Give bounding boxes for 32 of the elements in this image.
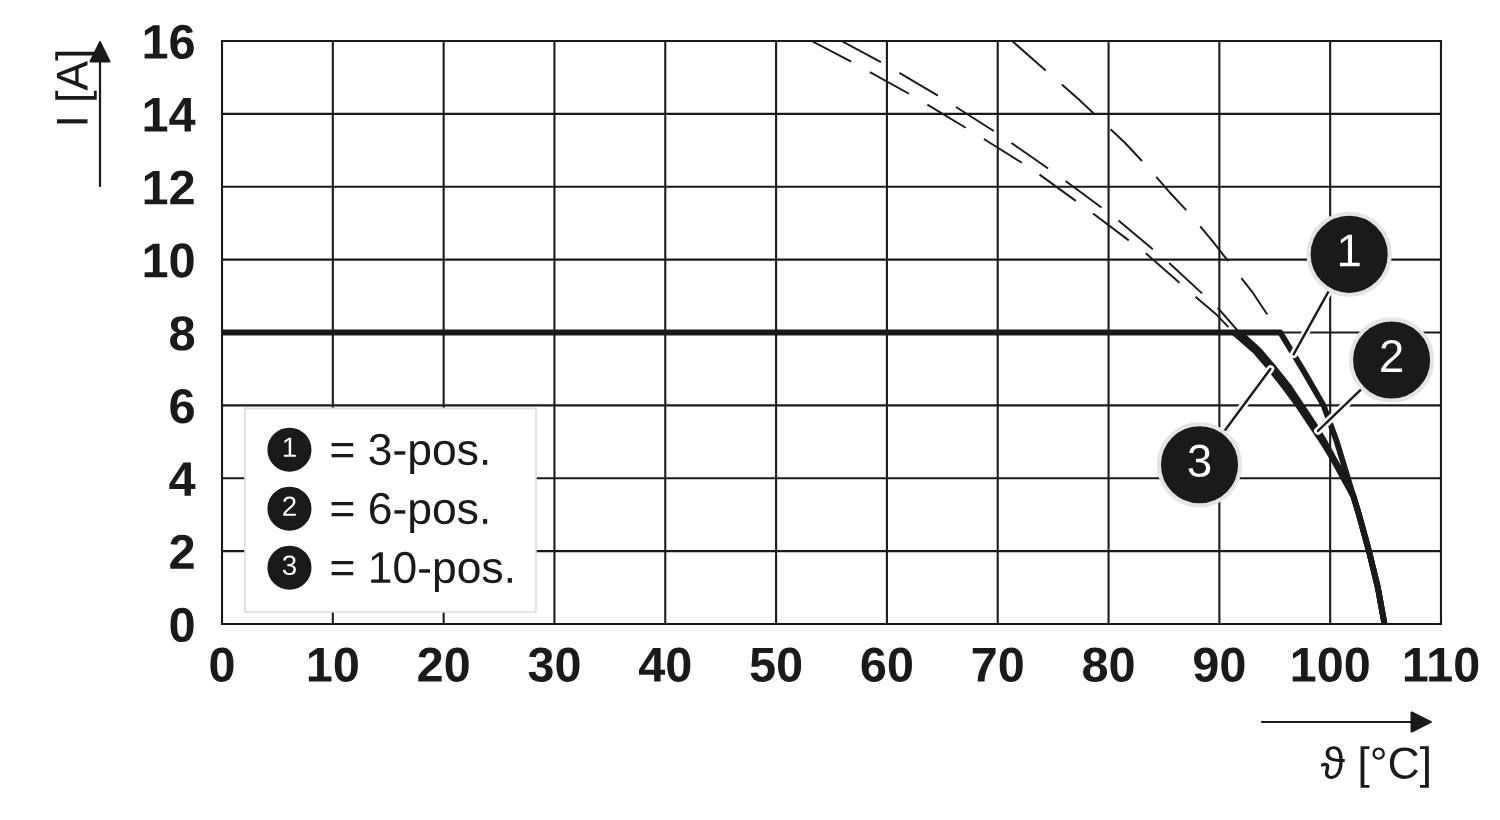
text: 3 [282, 555, 296, 576]
x-tick-label: 40 [638, 647, 691, 682]
x-tick-label: 30 [528, 647, 580, 682]
text: 2 [283, 496, 296, 516]
x-tick-label: 110 [1404, 647, 1479, 682]
y-tick-label: 6 [170, 389, 194, 424]
x-tick-label: 60 [861, 647, 912, 682]
y-tick-label: 0 [170, 607, 194, 643]
legend-label: = 10-pos. [331, 551, 512, 592]
y-tick-label: 12 [144, 170, 194, 205]
x-tick-label: 0 [210, 647, 234, 682]
annotation: 1 [1339, 234, 1360, 267]
x-tick-label: 10 [308, 647, 358, 682]
x-tick-label: 50 [750, 647, 802, 682]
y-axis-title: I [A] [55, 51, 97, 124]
y-tick-label: 2 [170, 534, 194, 569]
legend-label: = 6-pos. [331, 492, 488, 533]
annotation: 3 [1188, 444, 1211, 478]
legend-label: = 3-pos. [331, 433, 488, 474]
y-tick-label: 10 [144, 243, 194, 278]
y-tick-label: 8 [170, 316, 195, 351]
x-tick-label: 20 [418, 647, 469, 682]
y-tick-label: 16 [144, 24, 194, 60]
y-tick-label: 14 [144, 98, 196, 132]
x-tick-label: 80 [1083, 647, 1134, 682]
annotation: 2 [1381, 339, 1403, 372]
y-tick-label: 4 [169, 462, 196, 496]
x-tick-label: 100 [1292, 647, 1369, 682]
x-tick-label: 90 [1194, 647, 1245, 682]
x-axis-title: ϑ [°C] [1320, 746, 1429, 788]
text: 1 [283, 437, 296, 457]
x-tick-label: 70 [972, 647, 1023, 682]
